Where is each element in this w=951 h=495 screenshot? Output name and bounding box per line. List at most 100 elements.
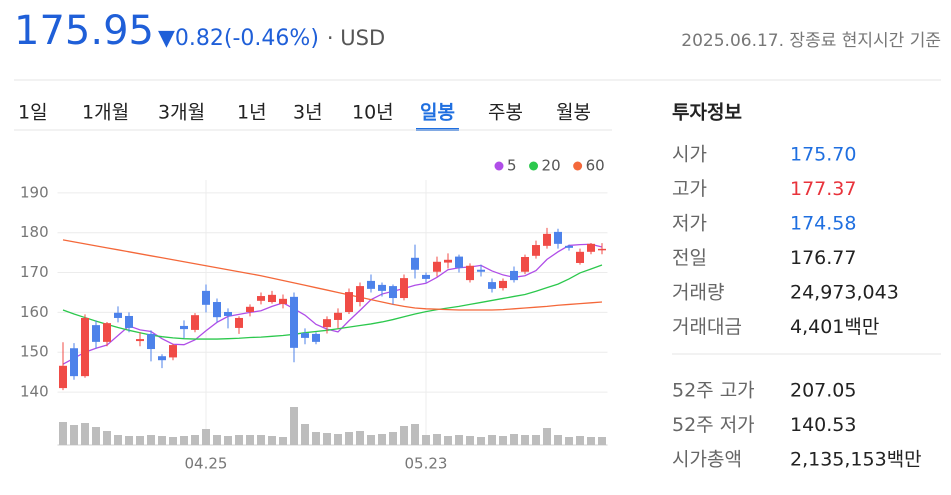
y-tick-label: 180: [20, 223, 49, 241]
volume-bar: [521, 435, 529, 445]
candle-body: [257, 296, 265, 301]
volume-bar: [213, 435, 221, 445]
candle-body: [565, 245, 573, 248]
info-label: 거래대금: [672, 316, 742, 338]
volume-bar: [433, 434, 441, 445]
candle-body: [92, 325, 100, 342]
y-tick-label: 170: [20, 263, 49, 281]
info-value: 2,135,153백만: [790, 449, 922, 471]
volume-bar: [444, 436, 452, 445]
candle-body: [81, 317, 89, 377]
candle-body: [422, 274, 430, 279]
info-value: 140.53: [790, 414, 856, 436]
tab[interactable]: 3년: [293, 102, 323, 124]
y-tick-label: 190: [20, 183, 49, 201]
volume-bar: [147, 435, 155, 445]
legend-label: 20: [542, 157, 561, 175]
info-value: 24,973,043: [790, 282, 899, 304]
volume-bar: [576, 436, 584, 445]
candle-body: [488, 282, 496, 289]
volume-bar: [92, 427, 100, 445]
info-label: 시가총액: [672, 449, 742, 471]
volume-bar: [224, 436, 232, 445]
tab[interactable]: 10년: [352, 102, 394, 124]
candle-body: [433, 261, 441, 272]
candle-body: [136, 339, 144, 342]
price: 175.95: [14, 8, 154, 54]
volume-bar: [466, 436, 474, 445]
tab[interactable]: 1개월: [82, 102, 129, 124]
info-value: 174.58: [790, 213, 856, 235]
info-value: 175.70: [790, 144, 856, 166]
volume-bar: [257, 435, 265, 445]
candle-body: [367, 280, 375, 289]
y-tick-label: 160: [20, 303, 49, 321]
candle-body: [499, 280, 507, 289]
volume-bar: [565, 437, 573, 445]
candle-body: [279, 298, 287, 305]
info-label: 전일: [672, 247, 707, 269]
candle-body: [312, 333, 320, 342]
volume-bar: [301, 424, 309, 445]
candle-body: [224, 311, 232, 316]
volume-bar: [114, 435, 122, 445]
info-value: 207.05: [790, 380, 856, 402]
volume-bar: [59, 422, 67, 445]
volume-bar: [81, 423, 89, 445]
candle-body: [125, 315, 133, 328]
candle-body: [356, 286, 364, 303]
candle-body: [345, 292, 353, 312]
volume-bar: [136, 436, 144, 445]
volume-bar: [367, 435, 375, 445]
volume-bar: [70, 425, 78, 445]
volume-bar: [389, 432, 397, 445]
info-label: 시가: [672, 144, 707, 166]
candle-body: [213, 302, 221, 318]
volume-bar: [587, 437, 595, 445]
currency: · USD: [327, 26, 385, 50]
volume-bar: [334, 434, 342, 445]
candle-body: [103, 323, 111, 342]
info-label: 52주 고가: [672, 380, 755, 402]
volume-bar: [312, 432, 320, 445]
tab[interactable]: 월봉: [556, 102, 591, 124]
candle-body: [334, 312, 342, 320]
tab[interactable]: 1년: [237, 102, 267, 124]
tab[interactable]: 주봉: [488, 102, 523, 124]
candle-body: [543, 233, 551, 246]
candle-body: [510, 270, 518, 281]
legend-label: 60: [586, 157, 605, 175]
candle-body: [268, 294, 276, 303]
candle-body: [147, 333, 155, 350]
timestamp: 2025.06.17. 장종료 현지시간 기준: [681, 31, 941, 51]
candle-body: [59, 365, 67, 389]
price-change: ▼0.82(-0.46%): [158, 26, 319, 51]
tab[interactable]: 1일: [18, 102, 48, 124]
candle-body: [378, 284, 386, 291]
candle-body: [202, 290, 210, 305]
volume-bar: [169, 437, 177, 445]
candle-body: [169, 345, 177, 358]
volume-bar: [191, 435, 199, 445]
tab[interactable]: 3개월: [158, 102, 205, 124]
info-label: 거래량: [672, 282, 724, 304]
candle-body: [389, 286, 397, 299]
volume-bar: [422, 435, 430, 445]
volume-bar: [455, 435, 463, 445]
info-label: 저가: [672, 213, 707, 235]
candle-body: [587, 243, 595, 252]
volume-bar: [598, 437, 606, 445]
candle-body: [598, 248, 606, 251]
volume-bar: [400, 426, 408, 445]
volume-bar: [488, 435, 496, 445]
legend-label: 5: [507, 157, 517, 175]
moving-average: [62, 239, 603, 311]
volume-bar: [356, 431, 364, 445]
candle-body: [477, 269, 485, 272]
candle-body: [301, 333, 309, 338]
volume-bar: [323, 433, 331, 445]
volume-bar: [268, 436, 276, 445]
tab[interactable]: 일봉: [420, 102, 455, 124]
volume-bar: [235, 435, 243, 445]
